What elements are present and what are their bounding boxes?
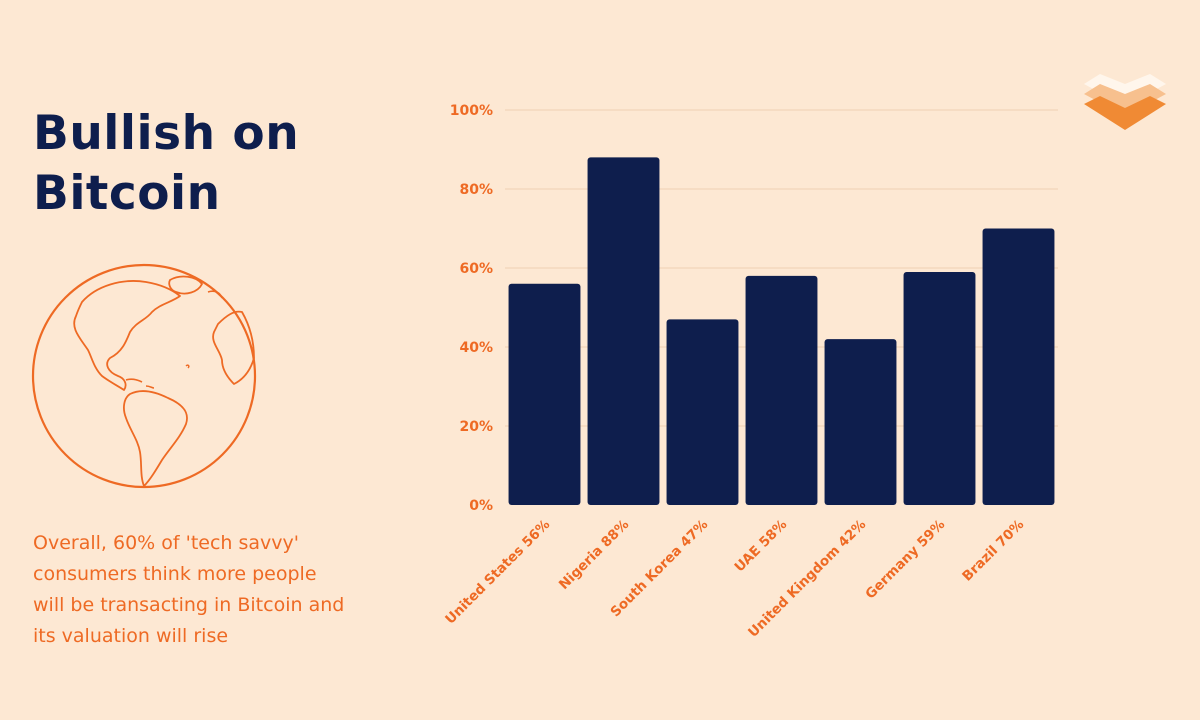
x-tick-label: United States 56% (442, 516, 553, 627)
y-tick-label: 100% (450, 103, 493, 119)
chart-bars (508, 157, 1055, 505)
y-tick-label: 60% (459, 261, 493, 277)
bar (587, 157, 660, 505)
x-tick-label: Nigeria 88% (556, 516, 633, 593)
caption-text: Overall, 60% of 'tech savvy' consumers t… (33, 532, 345, 647)
bar (666, 319, 739, 505)
page-title: Bullish on Bitcoin (33, 104, 373, 224)
x-axis-ticks: United States 56% Nigeria 88%South Korea … (442, 516, 1027, 640)
x-tick-label: UAE 58% (731, 516, 790, 575)
bar (508, 283, 581, 505)
x-tick-label: Brazil 70% (959, 516, 1027, 584)
y-tick-label: 40% (459, 340, 493, 356)
brand-logo-icon (1084, 74, 1166, 130)
title-line-2: Bitcoin (33, 166, 221, 221)
bar (982, 228, 1055, 505)
bar (903, 271, 976, 505)
y-tick-label: 80% (459, 182, 493, 198)
y-tick-label: 20% (459, 419, 493, 435)
bar (745, 275, 818, 505)
x-tick-label: Germany 59% (862, 516, 948, 602)
y-tick-label: 0% (469, 498, 493, 514)
bar (824, 339, 897, 505)
y-axis-ticks: 0% 20% 40% 60% 80% 100% (450, 103, 493, 514)
title-line-1: Bullish on (33, 106, 300, 161)
globe-icon (31, 263, 257, 489)
